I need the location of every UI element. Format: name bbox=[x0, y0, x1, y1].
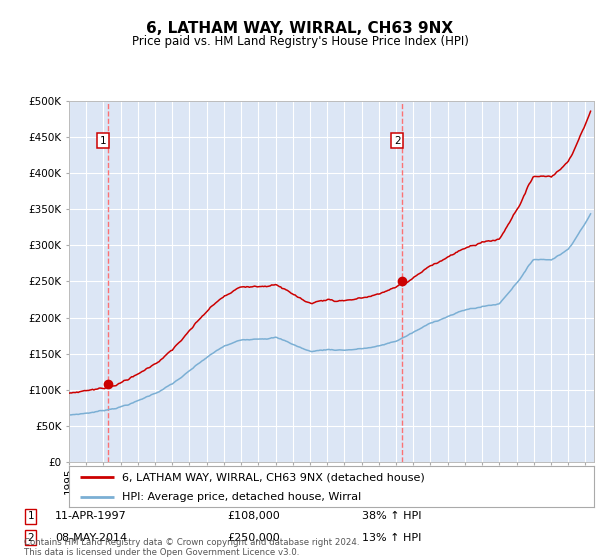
Text: Price paid vs. HM Land Registry's House Price Index (HPI): Price paid vs. HM Land Registry's House … bbox=[131, 35, 469, 48]
Text: 1: 1 bbox=[100, 136, 106, 146]
Text: HPI: Average price, detached house, Wirral: HPI: Average price, detached house, Wirr… bbox=[121, 492, 361, 502]
Text: 2: 2 bbox=[394, 136, 400, 146]
Text: 1: 1 bbox=[28, 511, 34, 521]
Text: 08-MAY-2014: 08-MAY-2014 bbox=[55, 533, 127, 543]
Text: 13% ↑ HPI: 13% ↑ HPI bbox=[362, 533, 422, 543]
Text: 6, LATHAM WAY, WIRRAL, CH63 9NX (detached house): 6, LATHAM WAY, WIRRAL, CH63 9NX (detache… bbox=[121, 473, 424, 482]
Text: 11-APR-1997: 11-APR-1997 bbox=[55, 511, 127, 521]
Text: 38% ↑ HPI: 38% ↑ HPI bbox=[362, 511, 422, 521]
Text: £108,000: £108,000 bbox=[227, 511, 280, 521]
Text: 6, LATHAM WAY, WIRRAL, CH63 9NX: 6, LATHAM WAY, WIRRAL, CH63 9NX bbox=[146, 21, 454, 36]
Text: Contains HM Land Registry data © Crown copyright and database right 2024.
This d: Contains HM Land Registry data © Crown c… bbox=[24, 538, 359, 557]
Text: 2: 2 bbox=[28, 533, 34, 543]
Text: £250,000: £250,000 bbox=[227, 533, 280, 543]
